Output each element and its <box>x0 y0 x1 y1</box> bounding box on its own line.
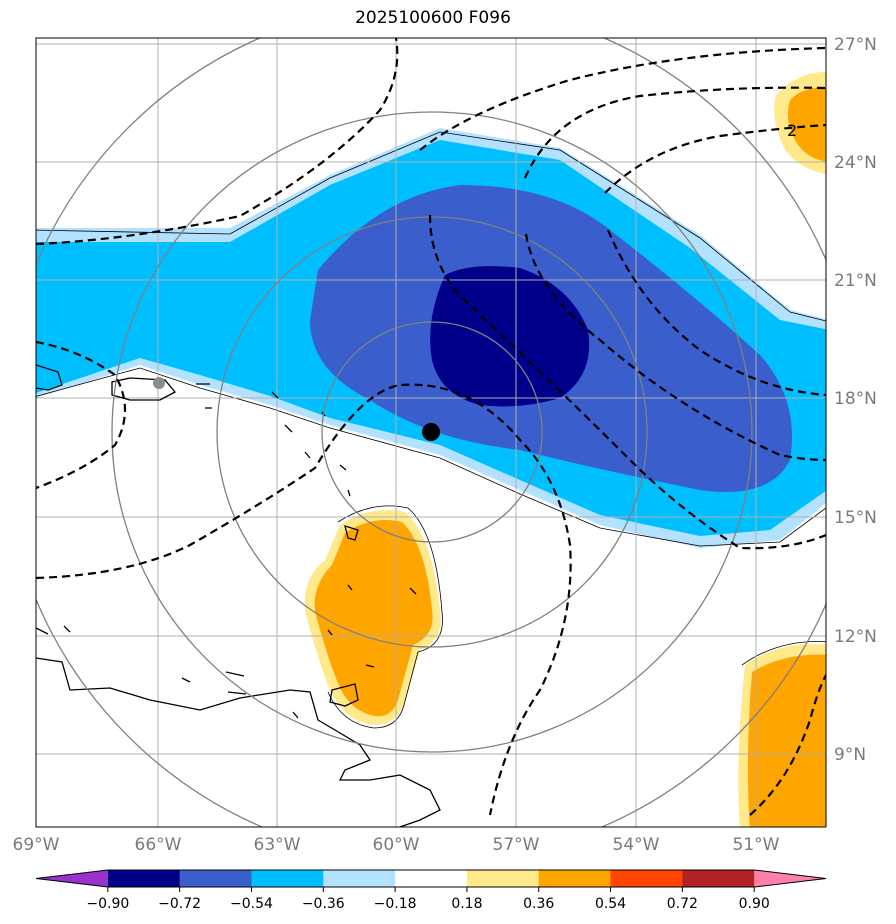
lon-label: 54°W <box>613 835 660 855</box>
lon-label: 60°W <box>373 835 420 855</box>
shade-orange-southeast <box>747 654 826 827</box>
map-title: 2025100600 F096 <box>355 8 511 28</box>
colorbar: −0.90 −0.72 −0.54 −0.36 −0.18 0.18 0.36 0.54 0.7… <box>35 869 827 912</box>
colorbar-tick-label: −0.36 <box>302 896 345 912</box>
colorbar-tick-label: 0.72 <box>667 896 698 912</box>
colorbar-swatch <box>754 870 826 887</box>
colorbar-swatch <box>538 870 612 887</box>
lat-label: 15°N <box>834 508 877 528</box>
contour-label: 2 <box>787 121 797 140</box>
lat-label: 24°N <box>834 153 877 173</box>
hispaniola-coast <box>36 364 63 391</box>
colorbar-swatch <box>323 870 396 887</box>
lat-label: 27°N <box>834 35 877 55</box>
colorbar-tick-label: −0.90 <box>86 896 129 912</box>
colorbar-swatch <box>395 870 468 887</box>
lat-label: 21°N <box>834 271 877 291</box>
shade-orange-central <box>314 520 433 717</box>
lon-label: 69°W <box>13 835 60 855</box>
range-rings <box>36 38 826 827</box>
reference-point-marker <box>153 377 165 389</box>
colorbar-tick-label: 0.36 <box>523 896 554 912</box>
colorbar-tick-label: 0.18 <box>451 896 482 912</box>
lon-label: 63°W <box>254 835 301 855</box>
coastlines <box>36 364 441 827</box>
colorbar-swatch <box>36 870 108 887</box>
longitude-labels: 69°W 66°W 63°W 60°W 57°W 54°W 51°W <box>13 835 780 855</box>
colorbar-swatch <box>466 870 540 887</box>
colorbar-swatch <box>251 870 324 887</box>
colorbar-tick-label: 0.90 <box>739 896 770 912</box>
shade-navy <box>430 266 590 407</box>
shade-orange-north <box>787 87 826 162</box>
colorbar-swatch <box>107 870 181 887</box>
lat-label: 12°N <box>834 627 877 647</box>
trinidad-coast <box>329 683 359 707</box>
lon-label: 51°W <box>733 835 780 855</box>
map-area: 2 <box>36 38 826 827</box>
dashed-contours <box>36 38 826 816</box>
south-america-coast <box>36 657 441 827</box>
colorbar-swatch <box>682 870 755 887</box>
storm-center-marker <box>422 423 440 441</box>
colorbar-tick-label: −0.54 <box>230 896 273 912</box>
puerto-rico-coast <box>111 377 177 401</box>
lat-label: 9°N <box>834 745 866 765</box>
lat-label: 18°N <box>834 389 877 409</box>
venezuela-islands <box>36 625 299 719</box>
map-frame <box>35 37 827 828</box>
colorbar-swatch <box>610 870 683 887</box>
lon-label: 57°W <box>493 835 540 855</box>
colorbar-tick-label: −0.18 <box>374 896 417 912</box>
colorbar-tick-label: 0.54 <box>595 896 626 912</box>
lon-label: 66°W <box>135 835 182 855</box>
negative-anomaly-field <box>36 128 826 548</box>
colorbar-tick-label: −0.72 <box>158 896 201 912</box>
colorbar-swatch <box>179 870 252 887</box>
positive-anomaly-field <box>304 71 826 827</box>
latitude-labels: 27°N 24°N 21°N 18°N 15°N 12°N 9°N <box>834 35 877 765</box>
anomaly-outline <box>36 131 826 729</box>
